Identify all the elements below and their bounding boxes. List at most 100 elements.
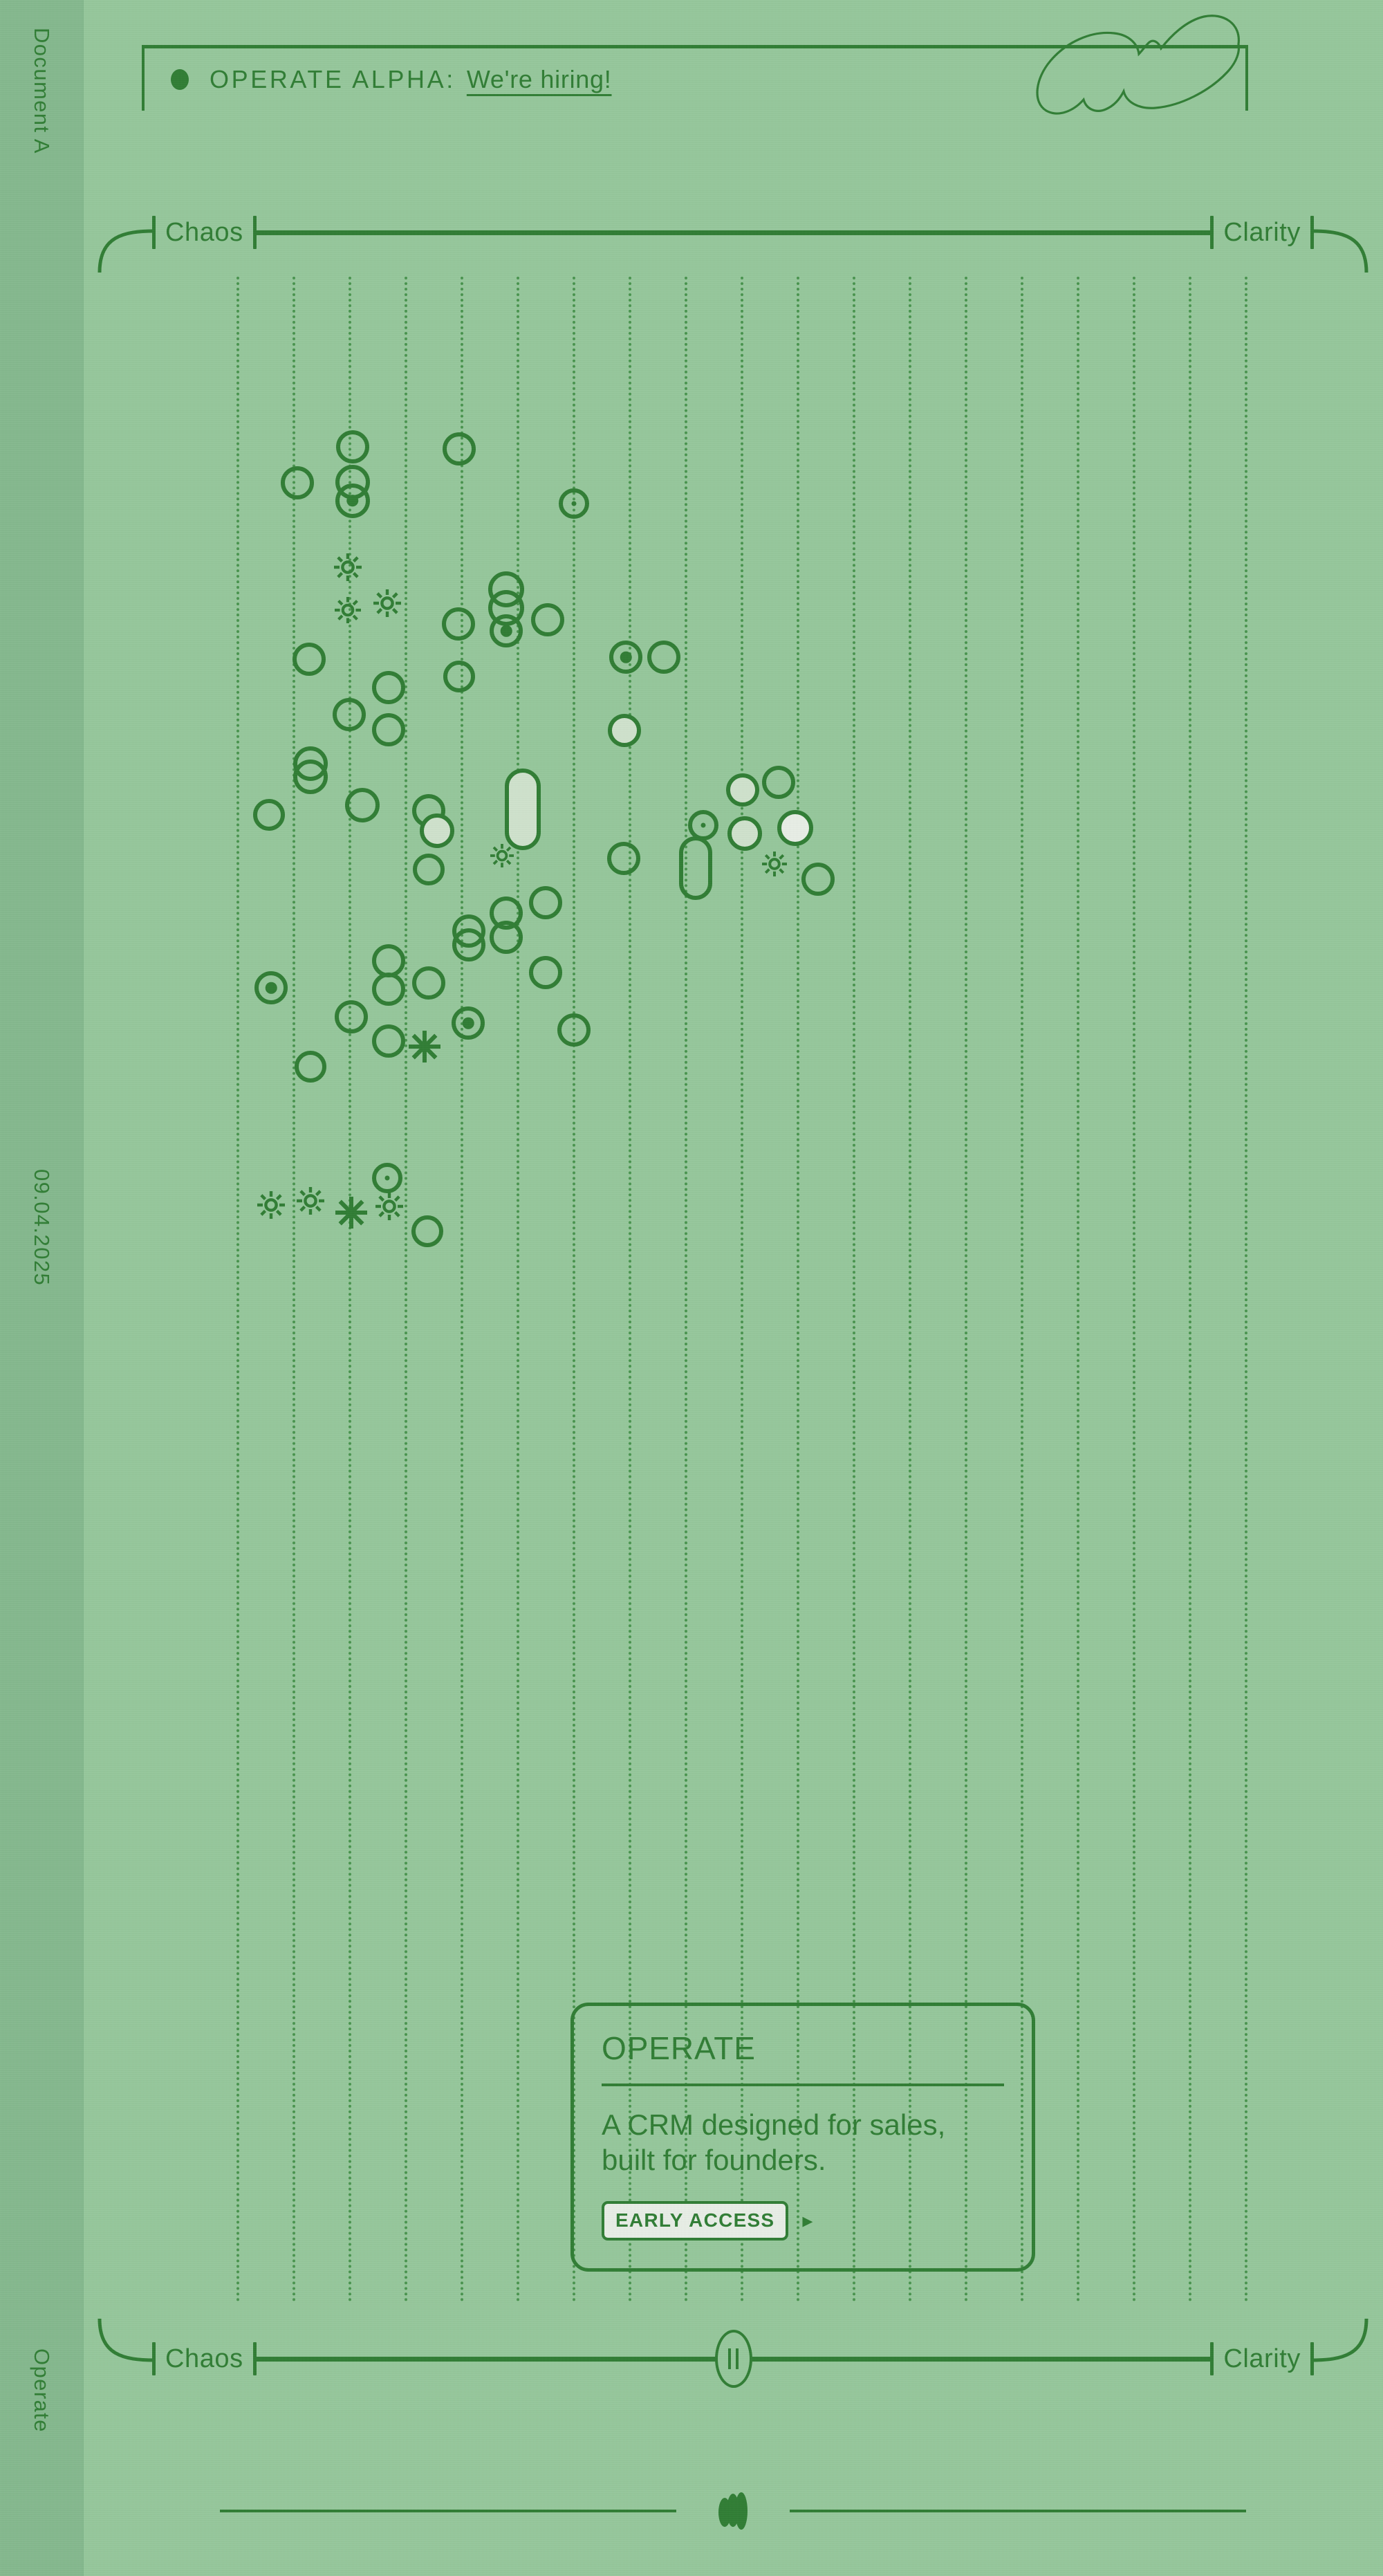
field-node (254, 971, 288, 1004)
rail-document-label: Document A (30, 28, 54, 154)
chevron-right-icon[interactable]: ▸ (802, 2209, 813, 2232)
field-node (726, 773, 759, 807)
grid-line (685, 277, 687, 2303)
footer-rule-left (220, 2510, 676, 2512)
grid-line (853, 277, 855, 2303)
announcement-row: OPERATE ALPHA: We're hiring! (145, 48, 1245, 111)
sun-icon (257, 1191, 285, 1219)
field-node (372, 973, 405, 1006)
field-node (609, 641, 642, 674)
slider-bottom: Chaos Clarity (83, 2317, 1383, 2400)
grid-line (1133, 277, 1135, 2303)
card-body-text: A CRM designed for sales, built for foun… (602, 2108, 946, 2177)
rail-date-label: 09.04.2025 (30, 1169, 54, 1287)
content-column: OPERATE ALPHA: We're hiring! Chaos (83, 0, 1383, 2576)
tick-right-outer (1310, 2342, 1314, 2375)
tick-left-inner (252, 2342, 257, 2375)
slider-top-track[interactable]: Chaos Clarity (152, 216, 1314, 249)
sun-icon (334, 553, 362, 581)
field-node (777, 810, 813, 846)
grid-line (573, 277, 575, 2303)
footer-rule-right (790, 2510, 1246, 2512)
grid-line (965, 277, 967, 2303)
star-icon (335, 1197, 367, 1229)
slider-top-line (256, 230, 1211, 235)
field-node (420, 813, 454, 848)
grid-line (797, 277, 799, 2303)
tick-left-outer (152, 2342, 156, 2375)
field-node (411, 1215, 443, 1247)
field-node (442, 607, 475, 641)
tick-left-outer (152, 216, 156, 249)
product-card: OPERATE A CRM designed for sales, built … (570, 2003, 1035, 2272)
slider-bottom-right-label: Clarity (1223, 2344, 1301, 2373)
field-node (372, 671, 405, 704)
field-node (559, 488, 589, 519)
field-node (529, 886, 562, 919)
grid-line (909, 277, 911, 2303)
sun-icon (373, 589, 401, 617)
field-node (335, 484, 370, 518)
field-node (443, 661, 475, 692)
slider-top: Chaos Clarity (83, 191, 1383, 274)
tick-left-inner (252, 216, 257, 249)
field-node (443, 432, 476, 466)
field-node (345, 788, 380, 822)
grid-line (349, 277, 351, 2303)
card-cta-row: EARLY ACCESS ▸ (602, 2201, 1004, 2241)
rail-brand-label: Operate (30, 2348, 54, 2433)
sun-icon (297, 1187, 324, 1215)
field-node (727, 816, 762, 851)
slider-bottom-line (256, 2330, 1211, 2388)
sun-icon (490, 844, 514, 867)
grid-line (1245, 277, 1247, 2303)
slider-bottom-left-label: Chaos (165, 2344, 243, 2373)
slider-bottom-track[interactable]: Chaos Clarity (152, 2330, 1314, 2388)
early-access-button[interactable]: EARLY ACCESS (602, 2201, 789, 2241)
field-node (801, 863, 835, 896)
sun-icon (762, 852, 787, 876)
grid-line (293, 277, 295, 2303)
field-node (452, 1006, 485, 1040)
operate-squiggle-logo (1023, 8, 1251, 119)
card-divider (602, 2083, 1004, 2086)
grid-line (1021, 277, 1023, 2303)
field-node (336, 430, 369, 463)
field-node (490, 614, 523, 647)
footer (83, 2469, 1383, 2552)
slider-top-left-label: Chaos (165, 217, 243, 247)
status-dot-icon (171, 69, 189, 90)
slider-bottom-bracket (98, 2318, 1368, 2362)
field-node (335, 1000, 368, 1033)
particle-field (83, 277, 1383, 2303)
slider-top-right-label: Clarity (1223, 217, 1301, 247)
slider-top-bracket (98, 229, 1368, 273)
field-node (490, 921, 523, 954)
field-node (295, 1051, 326, 1083)
field-node (529, 956, 562, 989)
field-node (608, 714, 641, 747)
grid-line (629, 277, 631, 2303)
hiring-link[interactable]: We're hiring! (466, 65, 612, 93)
field-capsule (505, 769, 541, 850)
field-node (607, 842, 640, 875)
field-node (762, 766, 795, 799)
grid-line (517, 277, 519, 2303)
field-node (412, 966, 445, 1000)
field-node (557, 1013, 591, 1047)
grid-line (461, 277, 463, 2303)
field-node (452, 928, 485, 962)
card-title: OPERATE (602, 2030, 756, 2066)
pause-icon[interactable] (714, 2330, 752, 2388)
grid-line (405, 277, 407, 2303)
field-capsule (679, 836, 712, 900)
field-node (333, 698, 366, 731)
announcement-prefix: OPERATE ALPHA: (210, 65, 456, 93)
field-node (372, 1163, 402, 1193)
sun-icon (375, 1193, 403, 1220)
field-node (281, 466, 314, 499)
tick-right-inner (1210, 2342, 1214, 2375)
field-node (293, 760, 328, 794)
announcement-bar: OPERATE ALPHA: We're hiring! (142, 15, 1248, 115)
